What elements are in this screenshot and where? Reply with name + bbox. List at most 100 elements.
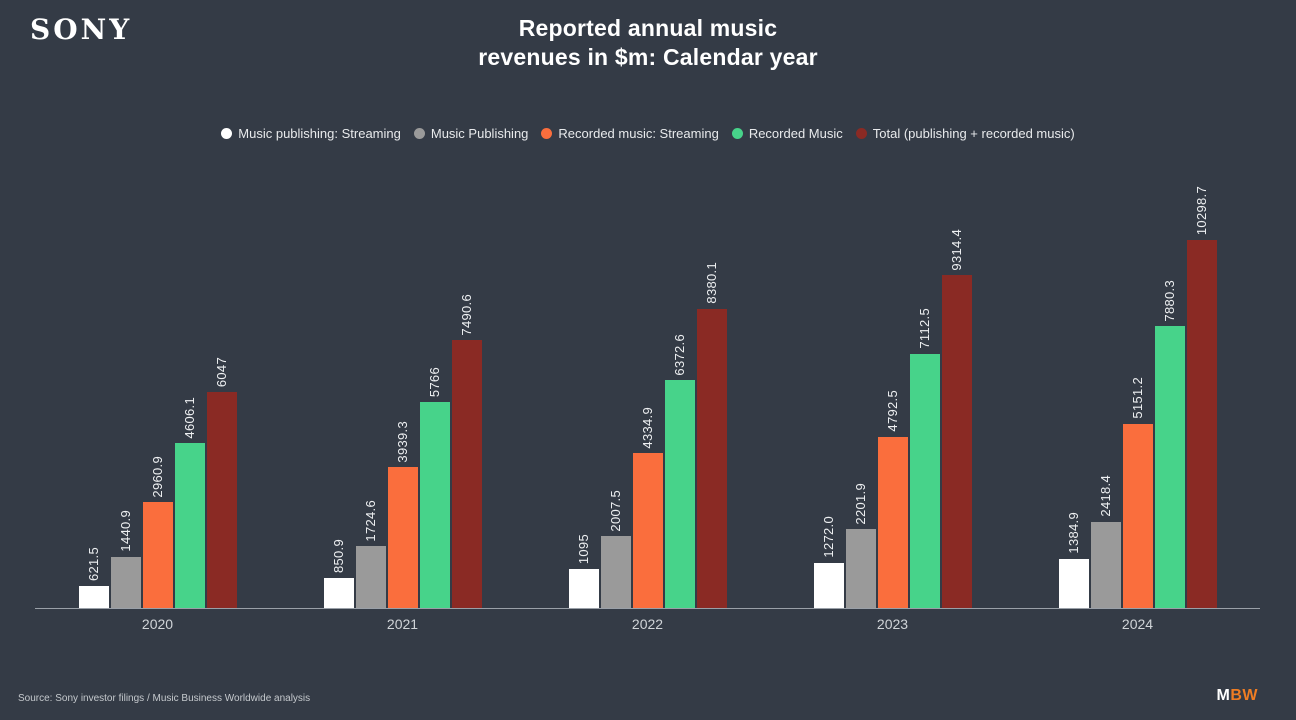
- bar-value-label: 4792.5: [885, 390, 900, 432]
- bar: [941, 275, 972, 608]
- bar-column: 1440.9: [110, 509, 141, 608]
- bar: [600, 536, 631, 608]
- chart-title-line2: revenues in $m: Calendar year: [478, 44, 818, 70]
- bar: [813, 562, 844, 608]
- bar-value-label: 7112.5: [917, 308, 932, 349]
- bar: [1186, 240, 1217, 608]
- bar-value-label: 7490.6: [459, 293, 474, 336]
- bar-chart-plot-area: 621.5 1440.9 2960.9 4606.1 6047 850.9 1724.6 39…: [35, 155, 1260, 609]
- bar-group: 850.9 1724.6 3939.3 5766 7490.6: [323, 293, 482, 608]
- bar-value-label: 6372.6: [672, 333, 687, 376]
- bar: [142, 502, 173, 608]
- bar: [845, 529, 876, 608]
- legend-label: Recorded Music: [748, 126, 843, 141]
- chart-title: Reported annual music revenues in $m: Ca…: [0, 0, 1296, 72]
- bar-column: 7490.6: [451, 293, 482, 608]
- bar-group: 1272.0 2201.9 4792.5 7112.5 9314.4: [813, 228, 972, 608]
- bar-column: 1272.0: [813, 515, 844, 608]
- bar: [419, 402, 450, 608]
- legend-label: Recorded music: Streaming: [558, 126, 719, 141]
- plot-wrap: 621.5 1440.9 2960.9 4606.1 6047 850.9 1724.6 39…: [35, 155, 1260, 632]
- bar-group: 621.5 1440.9 2960.9 4606.1 6047: [78, 356, 237, 608]
- bar: [323, 577, 354, 608]
- legend-color-dot: [413, 128, 425, 139]
- bar: [206, 391, 237, 608]
- bar-column: 6372.6: [664, 333, 695, 608]
- bar: [877, 436, 908, 608]
- bar-column: 5151.2: [1122, 377, 1153, 608]
- bar-column: 1384.9: [1058, 511, 1089, 608]
- bar-value-label: 2201.9: [853, 482, 868, 525]
- bar: [1154, 326, 1185, 608]
- bar-value-label: 1272.0: [821, 515, 836, 558]
- bar-column: 850.9: [323, 538, 354, 608]
- bar-column: 3939.3: [387, 421, 418, 608]
- bar-value-label: 2960.9: [150, 455, 165, 498]
- bar-column: 621.5: [78, 546, 109, 608]
- bar-column: 4334.9: [632, 406, 663, 608]
- legend-label: Music Publishing: [430, 126, 529, 141]
- bar-value-label: 4606.1: [182, 396, 197, 439]
- legend-color-dot: [541, 128, 553, 139]
- legend-item: Music publishing: Streaming: [221, 126, 401, 141]
- bar-column: 2007.5: [600, 489, 631, 608]
- bar: [110, 556, 141, 608]
- bar: [632, 453, 663, 608]
- bar-column: 2418.4: [1090, 475, 1121, 608]
- bar-value-label: 850.9: [331, 538, 346, 573]
- x-tick-label: 2024: [1121, 616, 1154, 632]
- bar-column: 1724.6: [355, 499, 386, 608]
- mbw-logo-bw: BW: [1230, 687, 1258, 704]
- bar-value-label: 4334.9: [640, 406, 655, 449]
- bar-column: 6047: [206, 356, 237, 608]
- bar: [664, 380, 695, 608]
- bar-value-label: 7880.3: [1162, 279, 1177, 322]
- bar-value-label: 1724.6: [363, 499, 378, 542]
- bar-value-label: 2007.5: [608, 489, 623, 532]
- bar-column: 2201.9: [845, 482, 876, 608]
- bar: [387, 467, 418, 608]
- legend-color-dot: [731, 128, 743, 139]
- sony-logo: SONY: [30, 13, 133, 46]
- bar: [909, 353, 940, 608]
- x-tick-label: 2023: [876, 616, 909, 632]
- x-tick-label: 2021: [386, 616, 419, 632]
- bar-value-label: 1095: [576, 533, 591, 564]
- bar-value-label: 10298.7: [1194, 185, 1209, 235]
- legend-color-dot: [855, 128, 867, 139]
- legend-item: Music Publishing: [413, 126, 529, 141]
- bar-value-label: 1384.9: [1066, 511, 1081, 554]
- bar-column: 1095: [568, 533, 599, 608]
- bar-column: 8380.1: [696, 262, 727, 608]
- bar-column: 7880.3: [1154, 279, 1185, 608]
- bar: [1122, 423, 1153, 608]
- bar: [1090, 521, 1121, 608]
- bar: [696, 308, 727, 608]
- bar: [451, 340, 482, 608]
- bar-column: 5766: [419, 366, 450, 608]
- bar-column: 4606.1: [174, 396, 205, 608]
- bar-column: 7112.5: [909, 308, 940, 608]
- legend-item: Total (publishing + recorded music): [855, 126, 1075, 141]
- bar-value-label: 5151.2: [1130, 377, 1145, 419]
- bar-value-label: 6047: [214, 356, 229, 387]
- bar-value-label: 1440.9: [118, 509, 133, 552]
- bar-column: 4792.5: [877, 390, 908, 608]
- bar-value-label: 2418.4: [1098, 475, 1113, 517]
- legend-label: Total (publishing + recorded music): [872, 126, 1075, 141]
- bar-value-label: 9314.4: [949, 228, 964, 271]
- bar-value-label: 5766: [427, 366, 442, 397]
- bar-column: 2960.9: [142, 455, 173, 608]
- bar: [355, 546, 386, 608]
- bar-column: 9314.4: [941, 228, 972, 608]
- bar: [78, 585, 109, 608]
- mbw-logo: MBW: [1217, 687, 1258, 705]
- bar-group: 1384.9 2418.4 5151.2 7880.3 10298.7: [1058, 185, 1217, 608]
- bar: [174, 443, 205, 608]
- x-tick-label: 2020: [141, 616, 174, 632]
- bar: [1058, 558, 1089, 608]
- bar-value-label: 621.5: [86, 546, 101, 581]
- bar-value-label: 8380.1: [704, 262, 719, 304]
- x-axis-labels: 2020 2021 2022 2023 2024: [35, 616, 1260, 632]
